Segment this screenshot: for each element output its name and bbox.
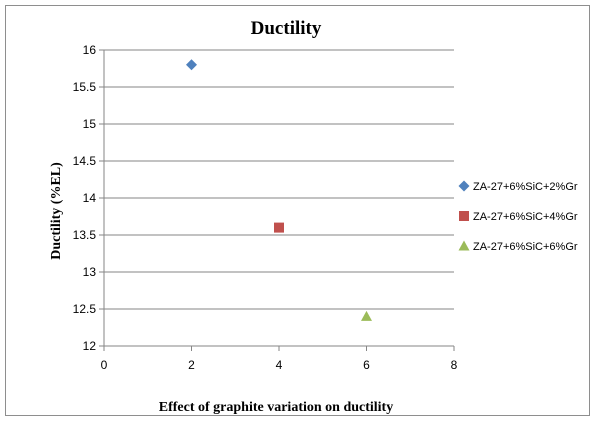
- legend-label: ZA-27+6%SiC+6%Gr: [473, 241, 578, 253]
- data-points: [186, 59, 372, 321]
- y-tick-label: 12: [83, 339, 97, 353]
- x-tick-label: 6: [363, 358, 370, 372]
- chart-frame: Ductility 12 12.5 13 13.5 14 14.5 15 15.5 16 0 2 4 6…: [5, 5, 590, 416]
- y-tick-label: 14.5: [73, 154, 97, 168]
- y-tick-label: 15.5: [73, 80, 97, 94]
- x-tick-label: 4: [276, 358, 283, 372]
- legend-marker-triangle: [458, 240, 470, 251]
- y-tick-label: 12.5: [73, 302, 97, 316]
- y-tick-label: 16: [83, 43, 97, 57]
- y-tick-label: 13: [83, 265, 97, 279]
- legend: ZA-27+6%SiC+2%Gr ZA-27+6%SiC+4%Gr ZA-27+6%…: [458, 180, 578, 253]
- data-point-diamond: [186, 59, 197, 71]
- y-axis-title: Ductility (%EL): [49, 162, 64, 260]
- data-point-square: [274, 222, 284, 233]
- y-tick-label: 13.5: [73, 228, 97, 242]
- chart-svg: Ductility 12 12.5 13 13.5 14 14.5 15 15.5 16 0 2 4 6…: [49, 18, 578, 415]
- x-tick-label: 0: [101, 358, 108, 372]
- data-point-triangle: [361, 310, 372, 321]
- gridlines: [104, 49, 454, 310]
- legend-marker-diamond: [458, 180, 470, 192]
- tick-labels: 12 12.5 13 13.5 14 14.5 15 15.5 16 0 2 4 6 8: [73, 43, 458, 372]
- x-tick-label: 2: [188, 358, 195, 372]
- y-tick-label: 15: [83, 117, 97, 131]
- chart-title: Ductility: [251, 18, 322, 39]
- y-tick-label: 14: [83, 191, 97, 205]
- legend-marker-square: [459, 211, 469, 221]
- legend-label: ZA-27+6%SiC+4%Gr: [473, 211, 578, 223]
- axes: [99, 49, 455, 351]
- x-axis-title: Effect of graphite variation on ductilit…: [159, 400, 393, 415]
- x-tick-label: 8: [451, 358, 458, 372]
- legend-label: ZA-27+6%SiC+2%Gr: [473, 181, 578, 193]
